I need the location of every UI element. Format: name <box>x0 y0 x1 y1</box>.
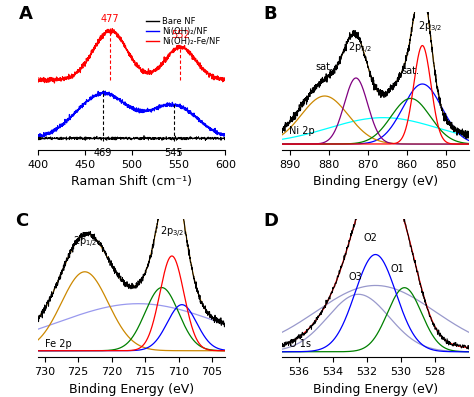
Text: C: C <box>16 212 28 230</box>
Text: Fe 2p: Fe 2p <box>46 339 72 349</box>
Legend: Bare NF, Ni(OH)₂/NF, Ni(OH)₂-Fe/NF: Bare NF, Ni(OH)₂/NF, Ni(OH)₂-Fe/NF <box>146 16 221 47</box>
Text: $\mathregular{2p_{3/2}}$: $\mathregular{2p_{3/2}}$ <box>418 19 442 35</box>
Text: 552: 552 <box>171 30 190 40</box>
Text: $\mathregular{2p_{1/2}}$: $\mathregular{2p_{1/2}}$ <box>73 235 97 250</box>
Text: B: B <box>263 5 277 23</box>
Text: 477: 477 <box>101 13 119 23</box>
Text: A: A <box>19 5 33 23</box>
Text: O1: O1 <box>391 264 404 274</box>
Text: 469: 469 <box>93 148 112 158</box>
X-axis label: Binding Energy (eV): Binding Energy (eV) <box>313 383 438 395</box>
X-axis label: Binding Energy (eV): Binding Energy (eV) <box>69 383 194 395</box>
Text: $\mathregular{2p_{3/2}}$: $\mathregular{2p_{3/2}}$ <box>160 225 184 240</box>
Text: O3: O3 <box>348 272 362 282</box>
X-axis label: Raman Shift (cm⁻¹): Raman Shift (cm⁻¹) <box>71 175 192 188</box>
Text: D: D <box>263 212 278 230</box>
Text: 545: 545 <box>164 148 183 158</box>
Text: $\mathregular{2p_{1/2}}$: $\mathregular{2p_{1/2}}$ <box>347 41 372 56</box>
Text: Ni 2p: Ni 2p <box>289 126 315 136</box>
X-axis label: Binding Energy (eV): Binding Energy (eV) <box>313 175 438 188</box>
Text: sat.: sat. <box>401 66 419 76</box>
Text: O2: O2 <box>364 233 377 243</box>
Text: sat.: sat. <box>316 62 334 71</box>
Text: O 1s: O 1s <box>289 339 311 349</box>
